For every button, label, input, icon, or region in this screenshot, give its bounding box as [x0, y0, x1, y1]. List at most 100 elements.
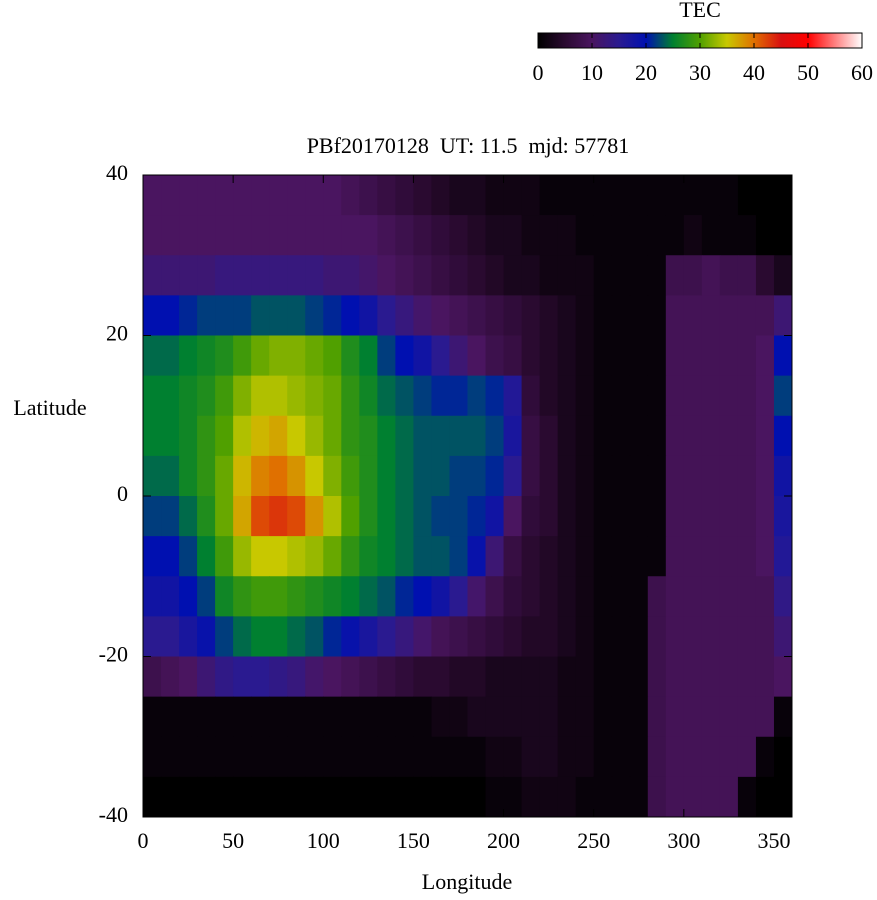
heat-cell — [647, 736, 667, 778]
heat-cell — [575, 616, 595, 657]
heat-cell — [611, 496, 631, 537]
heat-cell — [665, 375, 685, 417]
heat-cell — [377, 335, 396, 377]
heat-cell — [413, 335, 432, 377]
heat-cell — [161, 215, 180, 256]
heat-cell — [521, 536, 541, 577]
heat-cell — [449, 496, 468, 537]
heat-cell — [359, 215, 378, 256]
colorbar-tick-label: 0 — [533, 60, 544, 85]
heat-cell — [539, 656, 559, 698]
heat-cell — [755, 375, 775, 417]
heat-cell — [431, 215, 450, 256]
heat-cell — [215, 496, 234, 537]
heat-cell — [557, 496, 577, 537]
heat-cell — [575, 576, 595, 617]
heat-cell — [359, 295, 378, 336]
heat-cell — [287, 215, 306, 256]
heat-cell — [575, 696, 595, 738]
heat-cell — [629, 776, 649, 818]
heat-cell — [593, 335, 613, 377]
heat-cell — [377, 616, 396, 657]
heat-cell — [503, 255, 523, 296]
heat-cell — [539, 335, 559, 377]
heat-cell — [467, 415, 487, 457]
heat-cell — [377, 536, 396, 577]
heat-cell — [521, 255, 541, 296]
y-tick-label: -20 — [99, 642, 128, 667]
heat-cell — [143, 415, 162, 457]
heat-cell — [143, 616, 162, 657]
heat-cell — [179, 335, 198, 377]
heat-cell — [197, 496, 216, 537]
heat-cell — [143, 736, 162, 778]
heat-cell — [773, 736, 793, 778]
heat-cell — [737, 536, 757, 577]
heat-cell — [197, 255, 216, 296]
heat-cell — [737, 776, 757, 818]
heat-cell — [503, 576, 523, 617]
heat-cell — [719, 616, 739, 657]
x-tick-label: 100 — [307, 828, 340, 853]
heat-cell — [665, 455, 685, 497]
heat-cell — [467, 616, 487, 657]
heat-cell — [449, 175, 468, 216]
heat-cell — [449, 536, 468, 577]
heat-cell — [629, 736, 649, 778]
heat-cell — [341, 415, 360, 457]
heat-cell — [485, 536, 505, 577]
heat-cell — [431, 536, 450, 577]
heat-cell — [305, 496, 324, 537]
heat-cell — [629, 335, 649, 377]
heat-cell — [269, 335, 288, 377]
heat-cell — [665, 335, 685, 377]
heat-cell — [377, 215, 396, 256]
heat-cell — [359, 455, 378, 497]
heat-cell — [683, 455, 703, 497]
heat-cell — [251, 776, 270, 818]
heat-cell — [755, 656, 775, 698]
heat-cell — [269, 616, 288, 657]
heat-cell — [413, 215, 432, 256]
heat-cell — [557, 255, 577, 296]
heat-cell — [701, 295, 721, 336]
heat-cell — [359, 696, 378, 738]
heat-cell — [395, 576, 414, 617]
heat-cell — [377, 736, 396, 778]
heat-cell — [305, 295, 324, 336]
heat-cell — [215, 415, 234, 457]
heat-cell — [233, 496, 252, 537]
heat-cell — [377, 255, 396, 296]
heat-cell — [449, 255, 468, 296]
heat-cell — [485, 696, 505, 738]
heat-cell — [431, 255, 450, 296]
heat-cell — [323, 616, 342, 657]
heat-cell — [467, 255, 487, 296]
heat-cell — [773, 295, 793, 336]
heat-cell — [251, 656, 270, 698]
heat-cell — [575, 776, 595, 818]
heat-cell — [521, 576, 541, 617]
heat-cell — [647, 215, 667, 256]
heat-cell — [179, 776, 198, 818]
heat-cell — [377, 295, 396, 336]
heat-cell — [269, 656, 288, 698]
heat-cell — [521, 175, 541, 216]
heat-cell — [539, 696, 559, 738]
heat-cell — [593, 215, 613, 256]
heat-cell — [611, 215, 631, 256]
heat-cell — [683, 736, 703, 778]
heat-cell — [341, 656, 360, 698]
heat-cell — [341, 455, 360, 497]
heat-cell — [611, 616, 631, 657]
heat-cell — [665, 255, 685, 296]
heat-cell — [737, 455, 757, 497]
heat-cell — [647, 335, 667, 377]
heat-cell — [683, 536, 703, 577]
heat-cell — [269, 215, 288, 256]
heat-cell — [737, 576, 757, 617]
heat-cell — [179, 415, 198, 457]
heat-cell — [251, 255, 270, 296]
heat-cell — [629, 415, 649, 457]
chart-title: PBf20170128 UT: 11.5 mjd: 57781 — [307, 133, 630, 158]
